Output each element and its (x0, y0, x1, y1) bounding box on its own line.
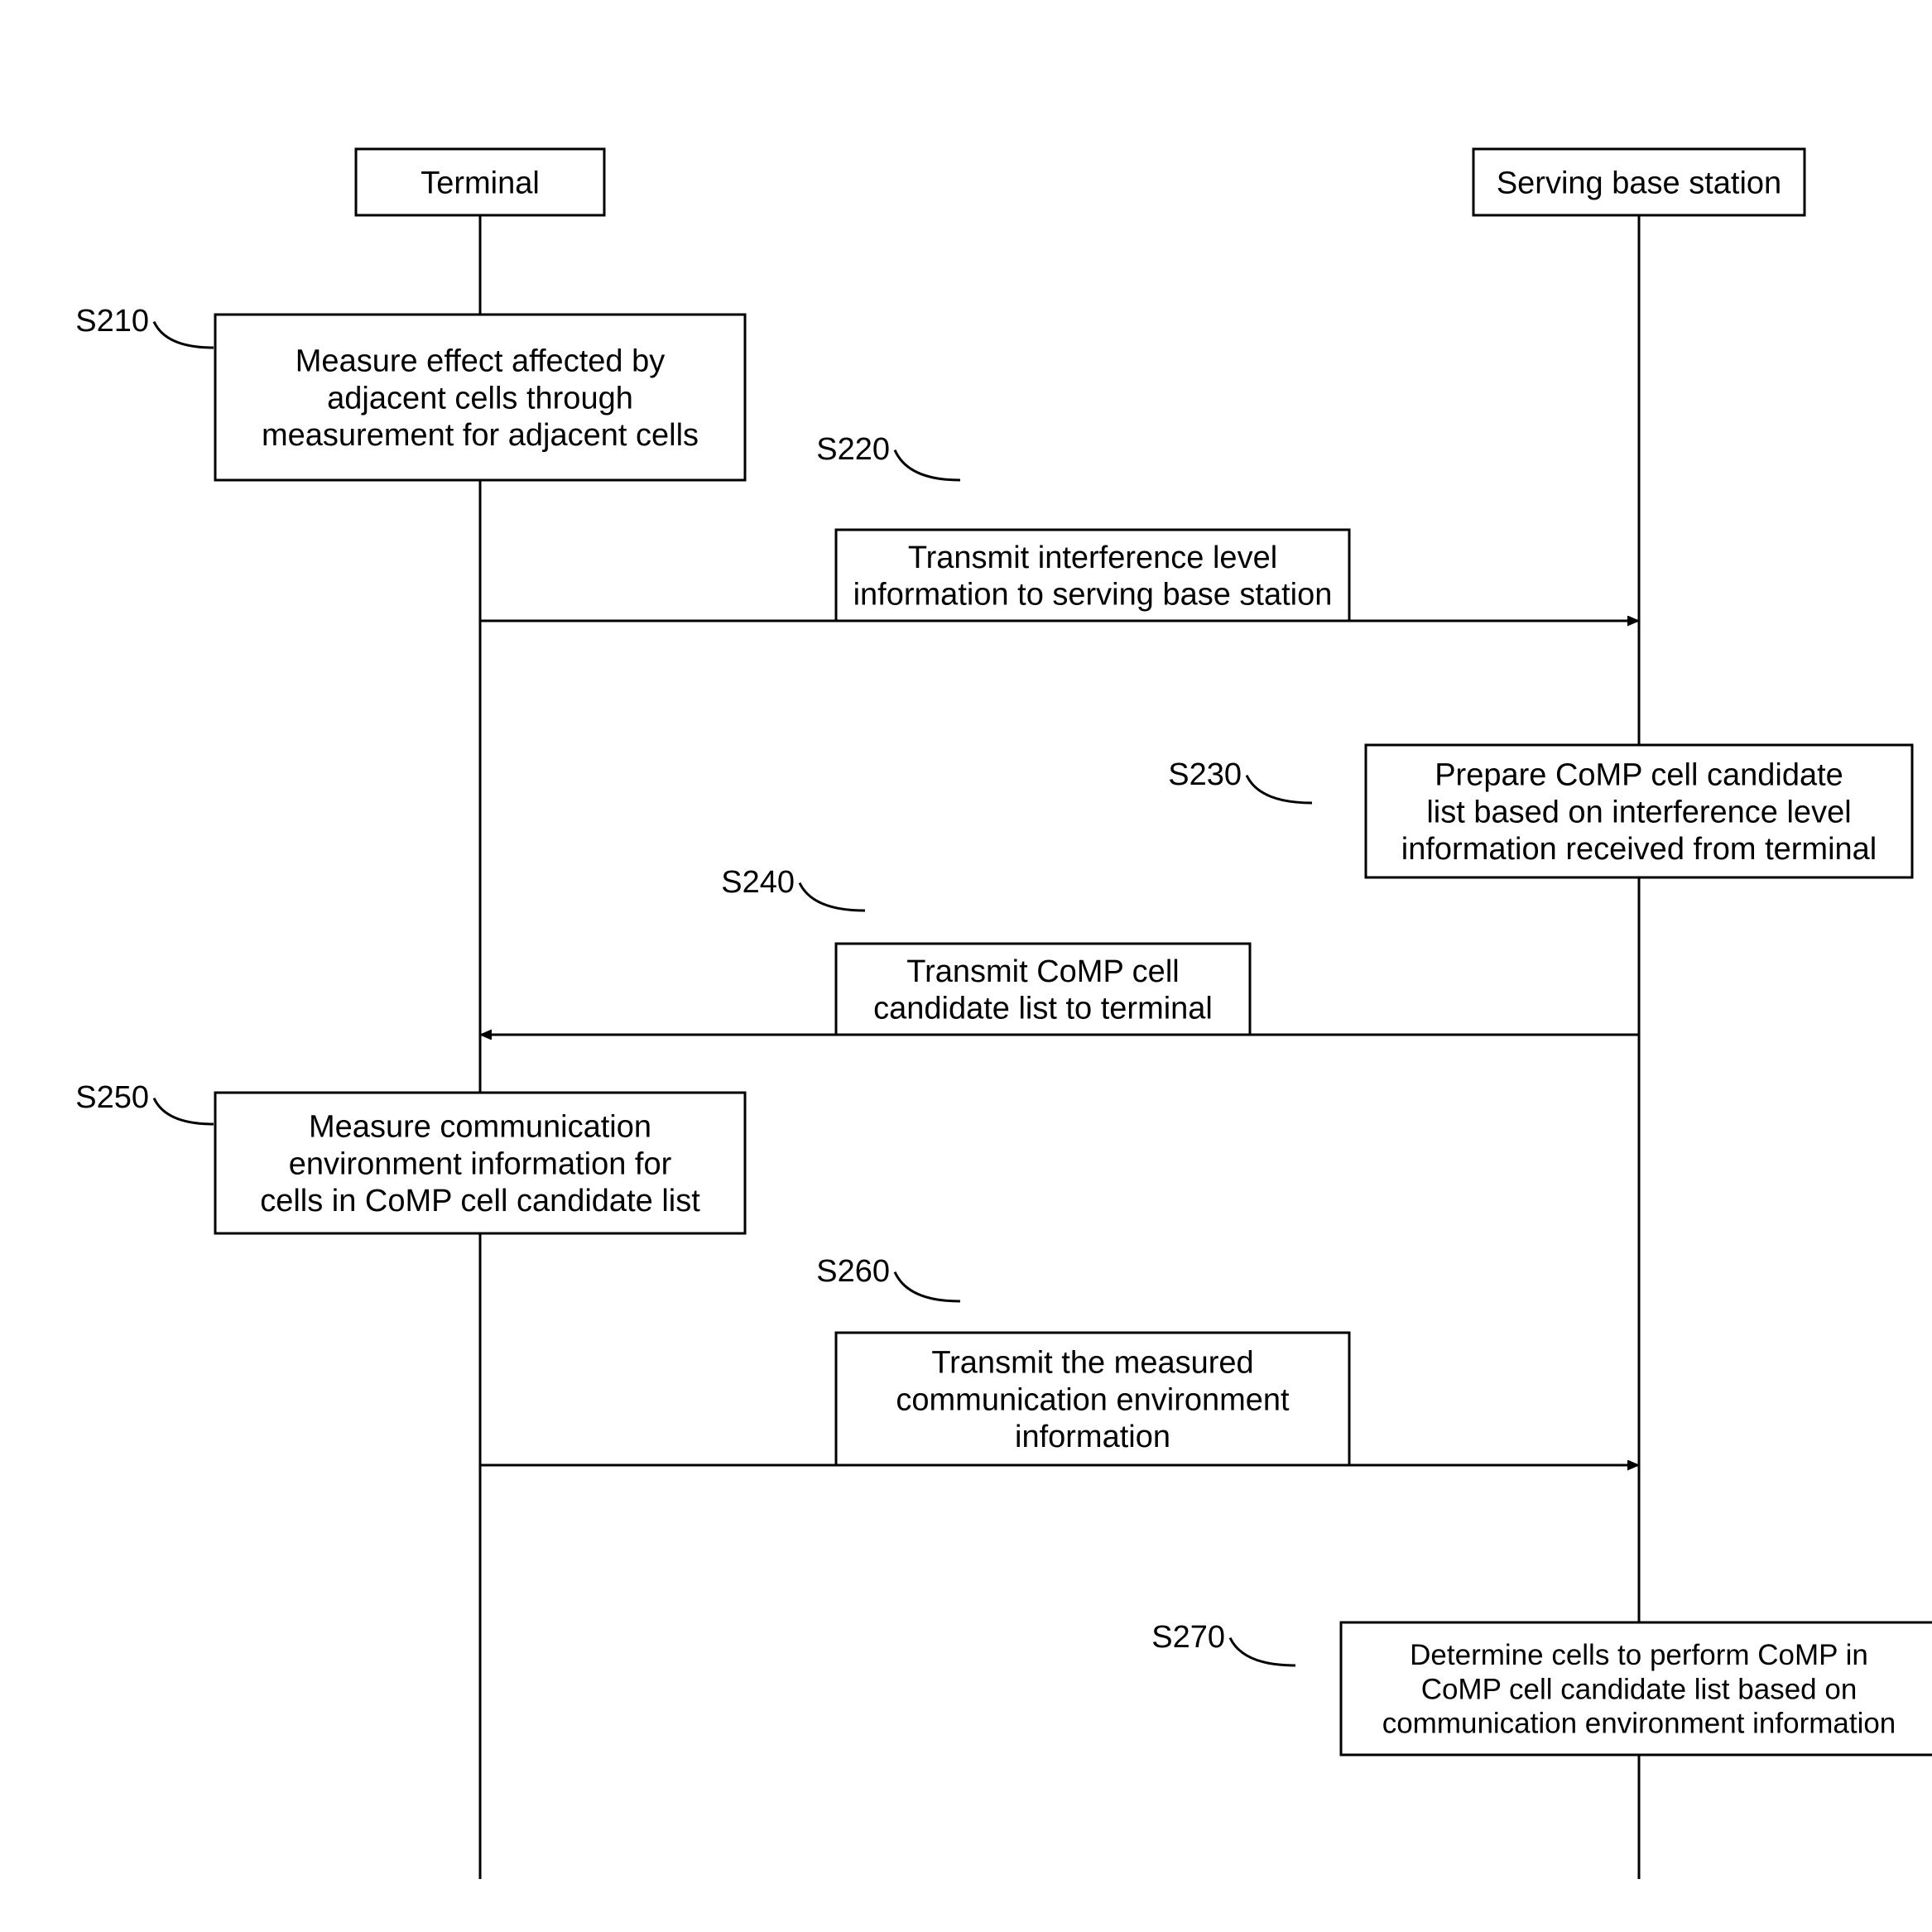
s220-label-tick (895, 450, 960, 480)
s260-label: S260 (816, 1254, 890, 1289)
s230-text: Prepare CoMP cell candidatelist based on… (1401, 757, 1877, 867)
s230-label: S230 (1168, 757, 1242, 792)
s230-label-tick (1247, 776, 1312, 803)
s270-label-tick (1230, 1638, 1295, 1665)
terminal-header-label: Terminal (421, 166, 540, 200)
base_station-header-label: Serving base station (1497, 166, 1781, 200)
s270-text: Determine cells to perform CoMP inCoMP c… (1382, 1639, 1896, 1740)
s270-label: S270 (1151, 1620, 1225, 1655)
s240-label: S240 (721, 865, 795, 900)
s210-label: S210 (75, 304, 149, 339)
s260-label-tick (895, 1272, 960, 1301)
s250-text: Measure communicationenvironment informa… (260, 1109, 700, 1218)
s250-label-tick (154, 1098, 214, 1124)
s240-label-tick (800, 883, 865, 911)
s210-text: Measure effect affected byadjacent cells… (262, 344, 699, 453)
s250-label: S250 (75, 1080, 149, 1115)
s210-label-tick (154, 322, 214, 348)
sequence-diagram: Terminal Serving base station Measure effe… (0, 0, 1932, 1932)
s220-label: S220 (816, 432, 890, 467)
